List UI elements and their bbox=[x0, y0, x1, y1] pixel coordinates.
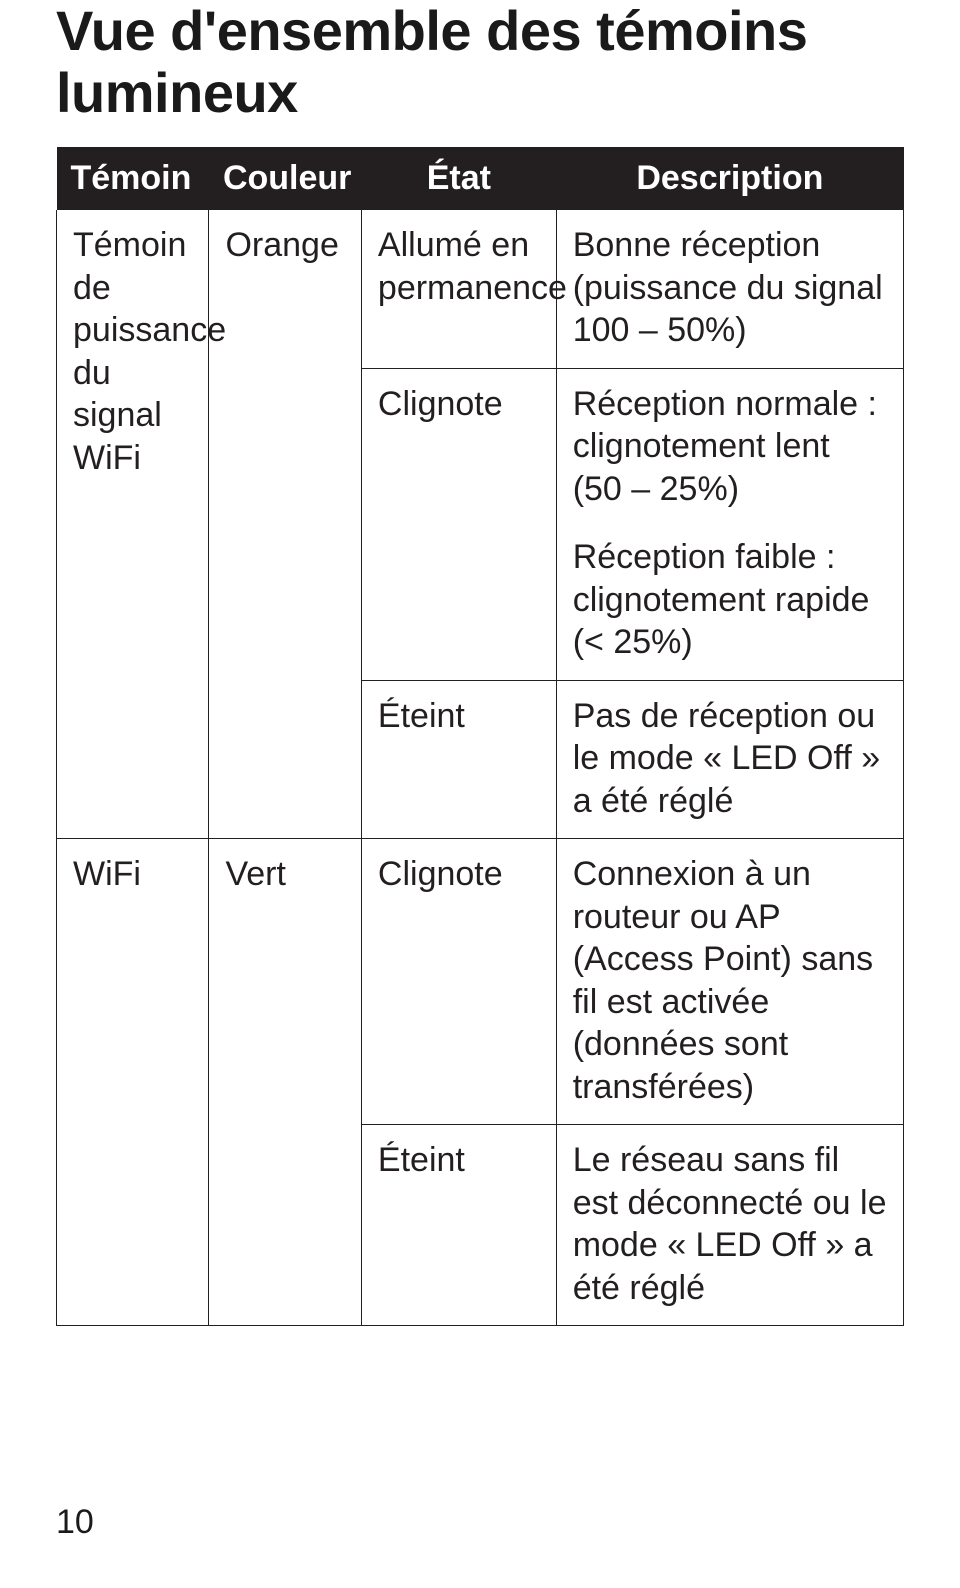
cell-desc-wifi-off: Le réseau sans fil est déconnecté ou le … bbox=[556, 1125, 903, 1326]
th-temoin: Témoin bbox=[57, 147, 209, 210]
document-page: Vue d'ensemble des témoins lumineux Témo… bbox=[0, 0, 960, 1588]
desc-blink-b: Réception faible : clignotement rapide (… bbox=[573, 536, 887, 664]
cell-state-on: Allumé en permanence bbox=[361, 210, 556, 368]
cell-name-wifi-signal: Témoin de puissance du signal WiFi bbox=[57, 210, 209, 839]
cell-state-wifi-blink: Clignote bbox=[361, 839, 556, 1125]
page-number: 10 bbox=[56, 1503, 94, 1542]
page-title: Vue d'ensemble des témoins lumineux bbox=[56, 0, 904, 123]
desc-blink-a: Réception normale : clignotement lent (5… bbox=[573, 383, 887, 511]
cell-name-wifi: WiFi bbox=[57, 839, 209, 1326]
cell-state-off: Éteint bbox=[361, 680, 556, 839]
cell-state-blink: Clignote bbox=[361, 368, 556, 680]
led-overview-table: Témoin Couleur État Description Témoin d… bbox=[56, 147, 904, 1326]
row-wifi-signal-on: Témoin de puissance du signal WiFi Orang… bbox=[57, 210, 904, 368]
cell-color-wifi-signal: Orange bbox=[209, 210, 361, 839]
th-etat: État bbox=[361, 147, 556, 210]
row-wifi-blink: WiFi Vert Clignote Connexion à un routeu… bbox=[57, 839, 904, 1125]
cell-desc-wifi-blink: Connexion à un routeur ou AP (Access Poi… bbox=[556, 839, 903, 1125]
cell-color-wifi: Vert bbox=[209, 839, 361, 1326]
th-couleur: Couleur bbox=[209, 147, 361, 210]
cell-desc-off: Pas de réception ou le mode « LED Off » … bbox=[556, 680, 903, 839]
cell-desc-blink: Réception normale : clignotement lent (5… bbox=[556, 368, 903, 680]
table-header-row: Témoin Couleur État Description bbox=[57, 147, 904, 210]
th-description: Description bbox=[556, 147, 903, 210]
cell-desc-on: Bonne réception (puissance du signal 100… bbox=[556, 210, 903, 368]
cell-state-wifi-off: Éteint bbox=[361, 1125, 556, 1326]
